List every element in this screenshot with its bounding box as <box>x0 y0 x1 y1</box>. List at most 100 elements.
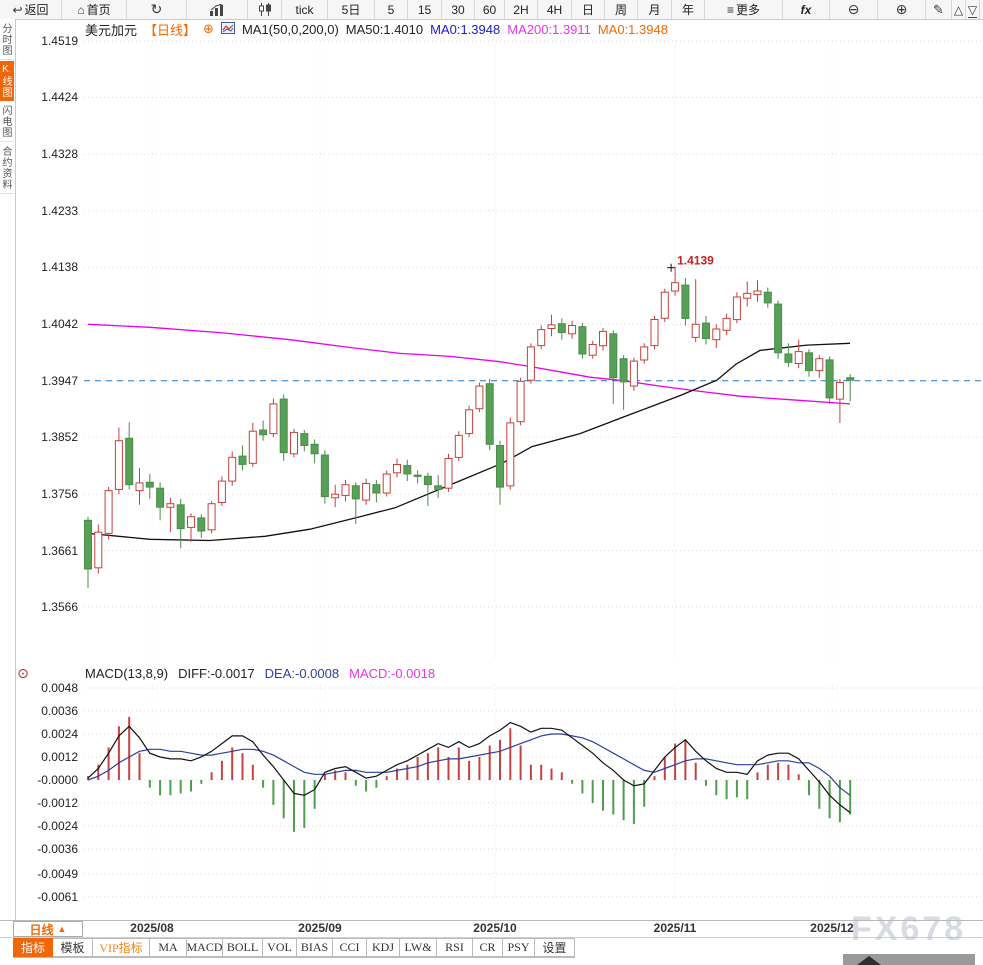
candle[interactable] <box>197 517 206 532</box>
candle[interactable] <box>238 455 247 465</box>
draw-button[interactable]: ✎ <box>926 0 952 19</box>
zoom-in-button[interactable]: ⊕ <box>878 0 926 19</box>
candle[interactable] <box>393 464 401 474</box>
candle[interactable] <box>568 325 577 335</box>
collapsed-panel-handle[interactable] <box>843 954 975 965</box>
main-price-chart[interactable]: 1.4139 <box>84 19 983 665</box>
formula-button[interactable]: fx <box>783 0 830 19</box>
tab-VIP指标[interactable]: VIP指标 <box>93 938 150 957</box>
candle[interactable] <box>465 409 474 435</box>
candle[interactable] <box>310 443 319 455</box>
candle-type-button[interactable] <box>248 0 282 19</box>
candle[interactable] <box>382 473 391 494</box>
candle[interactable] <box>485 383 494 445</box>
sidebar-item-1[interactable]: K线图 <box>0 61 14 101</box>
interval-month-button[interactable]: 月 <box>638 0 672 19</box>
candle[interactable] <box>794 351 803 365</box>
candle[interactable] <box>248 430 257 464</box>
candle[interactable] <box>279 398 288 454</box>
candle[interactable] <box>496 445 504 488</box>
interval-year-button[interactable]: 年 <box>672 0 705 19</box>
candle[interactable] <box>753 290 762 296</box>
candle[interactable] <box>784 353 793 363</box>
candle[interactable] <box>423 475 432 486</box>
candle[interactable] <box>413 474 422 477</box>
candle[interactable] <box>351 485 360 500</box>
candle[interactable] <box>259 429 268 436</box>
candle[interactable] <box>125 437 134 486</box>
more-menu-button[interactable]: ≡ 更多 <box>705 0 783 19</box>
candle[interactable] <box>712 328 721 341</box>
interval-5d-button[interactable]: 5日 <box>328 0 375 19</box>
candle[interactable] <box>815 358 824 372</box>
tab-BOLL[interactable]: BOLL <box>223 938 263 957</box>
tab-LW&[interactable]: LW& <box>400 938 437 957</box>
candle[interactable] <box>207 503 216 531</box>
tab-RSI[interactable]: RSI <box>437 938 473 957</box>
candle[interactable] <box>516 380 525 423</box>
candle[interactable] <box>114 440 123 490</box>
interval-60-button[interactable]: 60 <box>475 0 505 19</box>
candle[interactable] <box>320 454 329 498</box>
candle[interactable] <box>269 403 278 435</box>
chart-type-button[interactable] <box>187 0 248 19</box>
macd-settings-icon[interactable]: ⊙ <box>17 665 29 681</box>
candle[interactable] <box>588 344 597 356</box>
candle[interactable] <box>650 319 659 347</box>
candle[interactable] <box>166 503 175 508</box>
candle[interactable] <box>454 434 463 458</box>
candle[interactable] <box>619 358 628 383</box>
candle[interactable] <box>599 330 607 347</box>
interval-week-button[interactable]: 周 <box>605 0 638 19</box>
candle[interactable] <box>300 433 309 447</box>
candle[interactable] <box>434 485 443 490</box>
candle[interactable] <box>774 303 783 354</box>
triangle-up-button[interactable]: △ <box>952 0 966 19</box>
candle[interactable] <box>331 493 340 499</box>
interval-day-button[interactable]: 日 <box>572 0 605 19</box>
tab-CR[interactable]: CR <box>473 938 503 957</box>
candle[interactable] <box>671 282 680 292</box>
sidebar-item-0[interactable]: 分时图 <box>0 20 14 60</box>
candle[interactable] <box>805 352 813 372</box>
candle[interactable] <box>156 487 165 508</box>
tab-KDJ[interactable]: KDJ <box>367 938 400 957</box>
sidebar-item-2[interactable]: 闪电图 <box>0 102 14 142</box>
candle[interactable] <box>660 291 669 319</box>
interval-30-button[interactable]: 30 <box>442 0 475 19</box>
home-button[interactable]: ⌂ 首页 <box>62 0 127 19</box>
add-indicator-icon[interactable]: ⊕ <box>203 21 214 36</box>
candle[interactable] <box>825 359 834 399</box>
interval-4h-button[interactable]: 4H <box>538 0 572 19</box>
candle[interactable] <box>691 323 700 338</box>
back-button[interactable]: ↩ 返回 <box>0 0 62 19</box>
candle[interactable] <box>403 465 412 475</box>
candle[interactable] <box>372 484 381 494</box>
candle[interactable] <box>743 292 752 299</box>
tab-设置[interactable]: 设置 <box>535 938 575 957</box>
tab-MA[interactable]: MA <box>150 938 187 957</box>
sidebar-item-3[interactable]: 合约资料 <box>0 143 14 194</box>
candle[interactable] <box>702 322 710 340</box>
interval-tick-button[interactable]: tick <box>282 0 328 19</box>
candle[interactable] <box>444 458 453 489</box>
candle[interactable] <box>217 480 226 504</box>
candle[interactable] <box>341 484 350 496</box>
candle[interactable] <box>732 296 741 321</box>
candle[interactable] <box>362 483 371 501</box>
candle[interactable] <box>84 519 92 570</box>
candle[interactable] <box>629 360 638 387</box>
candle[interactable] <box>104 490 113 534</box>
candle[interactable] <box>578 326 587 355</box>
candle[interactable] <box>94 531 103 569</box>
period-selector[interactable]: 日线 ▲ <box>13 921 83 937</box>
candle[interactable] <box>526 346 535 381</box>
tab-PSY[interactable]: PSY <box>503 938 535 957</box>
macd-indicator-chart[interactable] <box>84 665 983 920</box>
line-chart-icon[interactable] <box>220 21 235 37</box>
candle[interactable] <box>609 333 618 379</box>
candle[interactable] <box>640 346 649 361</box>
candle[interactable] <box>145 481 154 488</box>
refresh-button[interactable]: ↻ <box>127 0 187 19</box>
candle[interactable] <box>547 324 556 329</box>
